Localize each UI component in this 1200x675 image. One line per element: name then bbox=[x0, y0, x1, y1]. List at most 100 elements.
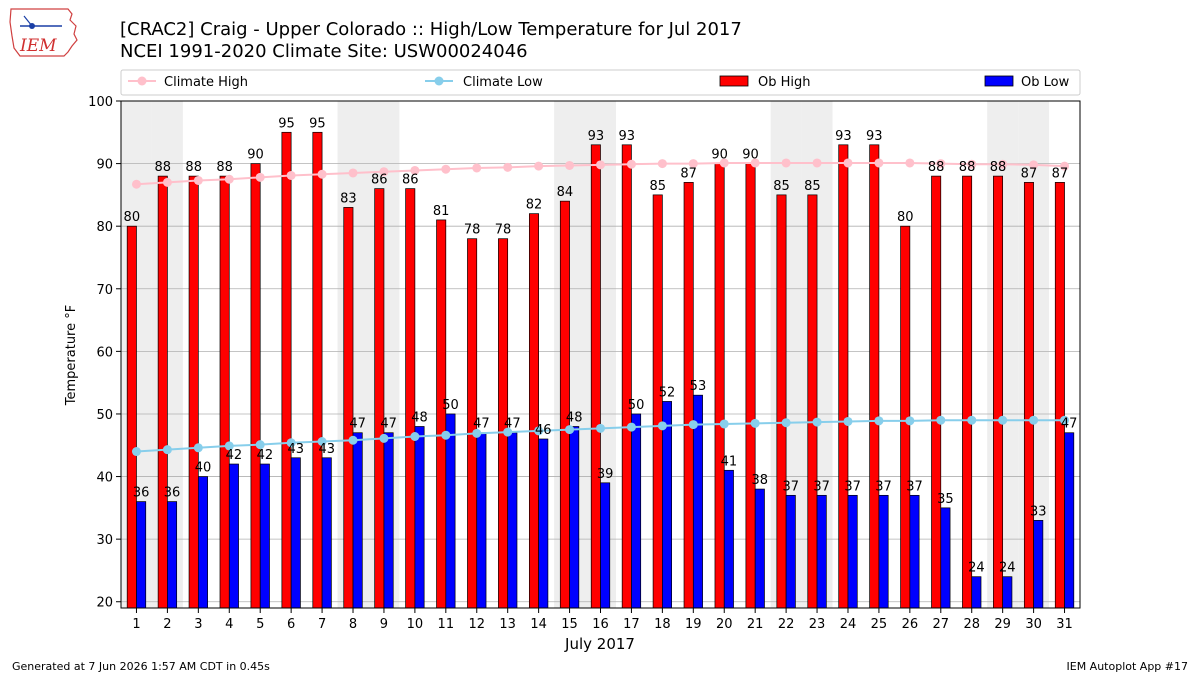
ob-high-label-day-8: 83 bbox=[340, 191, 357, 206]
ob-low-label-day-2: 36 bbox=[164, 486, 181, 501]
ob-low-label-day-21: 38 bbox=[752, 473, 769, 488]
climate-high-point-day-9 bbox=[379, 167, 389, 177]
ob-high-label-day-7: 95 bbox=[309, 116, 326, 131]
ob-high-bar-day-21 bbox=[745, 163, 756, 609]
climate-low-point-day-23 bbox=[812, 417, 822, 427]
ob-low-bar-day-15 bbox=[569, 426, 580, 609]
x-tick-label-27: 27 bbox=[933, 617, 950, 632]
x-tick-label-13: 13 bbox=[499, 617, 516, 632]
climate-low-point-day-13 bbox=[503, 427, 513, 437]
ob-high-label-day-23: 85 bbox=[804, 179, 821, 194]
chart-subtitle: NCEI 1991-2020 Climate Site: USW00024046 bbox=[120, 41, 528, 62]
ob-low-label-day-18: 52 bbox=[659, 385, 676, 400]
x-tick-label-14: 14 bbox=[530, 617, 547, 632]
ob-low-bar-day-16 bbox=[600, 482, 611, 609]
ob-high-bar-day-24 bbox=[838, 144, 849, 609]
ob-low-label-day-20: 41 bbox=[721, 454, 738, 469]
climate-low-point-day-14 bbox=[534, 426, 544, 436]
climate-high-point-day-20 bbox=[719, 158, 729, 168]
legend-label: Climate High bbox=[164, 75, 248, 90]
ob-high-bar-day-27 bbox=[931, 175, 942, 609]
climate-low-point-day-28 bbox=[967, 415, 977, 425]
ob-low-label-day-29: 24 bbox=[999, 561, 1016, 576]
ob-low-bar-day-27 bbox=[940, 507, 951, 609]
ob-high-label-day-1: 80 bbox=[124, 210, 141, 225]
climate-high-point-day-26 bbox=[905, 158, 915, 168]
y-tick-label-20: 20 bbox=[96, 596, 113, 611]
ob-high-bar-day-29 bbox=[993, 175, 1004, 609]
x-tick-label-1: 1 bbox=[132, 617, 140, 632]
ob-high-label-day-2: 88 bbox=[154, 160, 171, 175]
y-tick-label-40: 40 bbox=[96, 471, 113, 486]
ob-high-label-day-16: 93 bbox=[588, 129, 605, 144]
ob-low-label-day-22: 37 bbox=[782, 479, 799, 494]
x-tick-label-19: 19 bbox=[685, 617, 702, 632]
iowa-outline-icon bbox=[9, 8, 78, 57]
ob-low-bar-day-14 bbox=[538, 438, 549, 609]
climate-low-point-day-31 bbox=[1060, 415, 1070, 425]
x-tick-label-16: 16 bbox=[592, 617, 609, 632]
climate-high-point-day-21 bbox=[750, 158, 760, 168]
ob-high-label-day-26: 80 bbox=[897, 210, 914, 225]
y-tick-label-60: 60 bbox=[96, 345, 113, 360]
climate-low-point-day-4 bbox=[224, 441, 234, 451]
climate-low-point-day-6 bbox=[286, 438, 296, 448]
ob-low-bar-day-28 bbox=[971, 576, 982, 609]
ob-high-label-day-28: 88 bbox=[959, 160, 976, 175]
ob-high-label-day-12: 78 bbox=[464, 223, 481, 238]
ob-low-bar-day-20 bbox=[723, 469, 734, 609]
ob-high-bar-day-8 bbox=[343, 207, 354, 609]
climate-low-point-day-10 bbox=[410, 431, 420, 441]
x-tick-label-17: 17 bbox=[623, 617, 640, 632]
ob-low-bar-day-13 bbox=[507, 432, 518, 609]
ob-low-label-day-25: 37 bbox=[875, 479, 892, 494]
x-tick-label-15: 15 bbox=[561, 617, 578, 632]
climate-high-point-day-18 bbox=[657, 159, 667, 169]
climate-low-point-day-22 bbox=[781, 418, 791, 428]
ob-high-bar-day-19 bbox=[683, 182, 694, 609]
ob-low-bar-day-29 bbox=[1002, 576, 1013, 609]
ob-low-bar-day-26 bbox=[909, 494, 920, 609]
ob-low-bar-day-12 bbox=[476, 432, 487, 609]
ob-high-label-day-5: 90 bbox=[247, 148, 264, 163]
legend-item-ob-high: Ob High bbox=[719, 75, 811, 90]
y-tick-label-80: 80 bbox=[96, 220, 113, 235]
ob-low-label-day-1: 36 bbox=[133, 486, 150, 501]
ob-low-bar-day-6 bbox=[290, 457, 301, 609]
ob-high-bar-day-3 bbox=[188, 175, 199, 609]
ob-high-bar-day-11 bbox=[436, 219, 447, 609]
ob-low-label-day-15: 48 bbox=[566, 410, 583, 425]
x-tick-label-3: 3 bbox=[194, 617, 202, 632]
ob-low-bar-day-7 bbox=[321, 457, 332, 609]
ob-high-bar-day-20 bbox=[714, 163, 725, 609]
ob-low-label-day-8: 47 bbox=[349, 417, 366, 432]
climate-high-point-day-27 bbox=[936, 159, 946, 169]
climate-high-point-day-25 bbox=[874, 158, 884, 168]
iem-logo: IEM bbox=[9, 8, 78, 57]
legend: Climate High Climate Low Ob High Ob Low bbox=[120, 69, 1081, 96]
ob-low-bar-day-3 bbox=[197, 476, 208, 609]
ob-low-label-day-11: 50 bbox=[442, 398, 459, 413]
climate-low-point-day-30 bbox=[1029, 415, 1039, 425]
x-tick-label-6: 6 bbox=[287, 617, 295, 632]
ob-low-label-day-17: 50 bbox=[628, 398, 645, 413]
climate-high-point-day-28 bbox=[967, 159, 977, 169]
climate-high-point-day-14 bbox=[534, 161, 544, 171]
ob-high-bar-day-25 bbox=[869, 144, 880, 609]
ob-high-label-day-24: 93 bbox=[835, 129, 852, 144]
ob-low-label-day-27: 35 bbox=[937, 492, 954, 507]
legend-label: Ob High bbox=[758, 75, 811, 90]
ob-low-bar-day-18 bbox=[662, 401, 673, 609]
x-tick-label-29: 29 bbox=[994, 617, 1011, 632]
climate-low-point-day-16 bbox=[596, 423, 605, 433]
y-tick-label-70: 70 bbox=[96, 283, 113, 298]
x-tick-label-10: 10 bbox=[407, 617, 424, 632]
x-tick-label-11: 11 bbox=[438, 617, 455, 632]
ob-low-bar-day-11 bbox=[445, 413, 456, 609]
ob-low-label-day-12: 47 bbox=[473, 417, 490, 432]
ob-low-label-day-30: 33 bbox=[1030, 504, 1047, 519]
ob-high-bar-day-10 bbox=[405, 188, 416, 609]
climate-high-point-day-17 bbox=[626, 159, 636, 169]
climate-high-point-day-10 bbox=[410, 165, 420, 175]
footer-generated: Generated at 7 Jun 2026 1:57 AM CDT in 0… bbox=[12, 660, 270, 673]
